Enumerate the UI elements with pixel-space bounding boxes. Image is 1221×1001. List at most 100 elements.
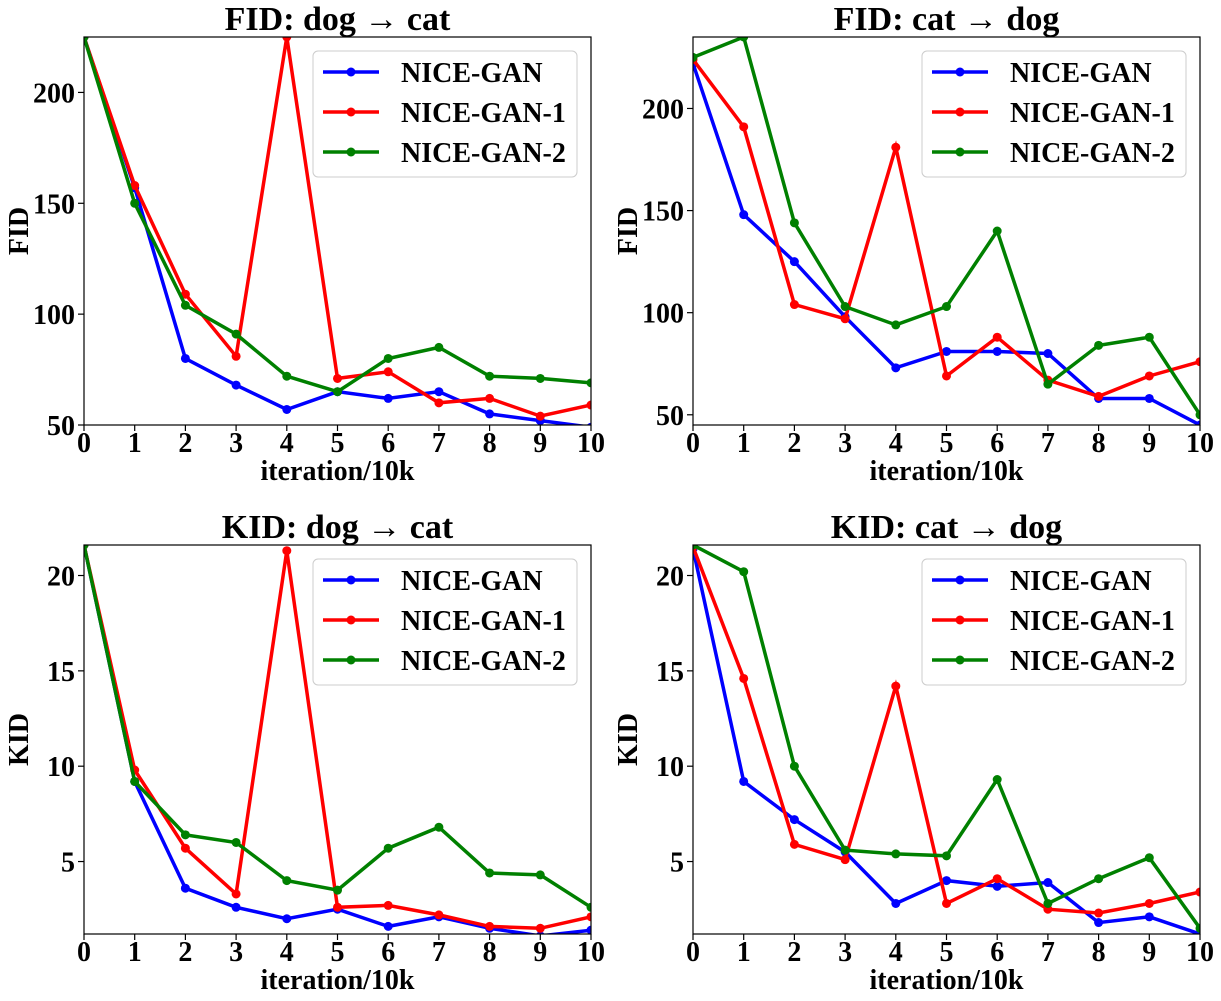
x-tick-label: 6 xyxy=(990,428,1004,459)
y-tick-label: 50 xyxy=(47,411,75,442)
y-tick-label: 10 xyxy=(656,752,684,783)
x-tick-label: 10 xyxy=(577,937,605,968)
data-point-nice-gan-1 xyxy=(180,289,190,299)
data-point-nice-gan-1 xyxy=(282,37,292,42)
legend-marker-nice-gan xyxy=(955,575,965,585)
chart-legend: NICE-GAN NICE-GAN-1 NICE-GAN-2 xyxy=(921,50,1187,178)
data-point-nice-gan-1 xyxy=(434,910,444,920)
legend-label-nice-gan-2: NICE-GAN-2 xyxy=(1010,646,1175,677)
legend-marker-nice-gan-1 xyxy=(346,615,356,625)
data-point-nice-gan-2 xyxy=(535,373,545,383)
x-tick-label: 7 xyxy=(432,937,446,968)
y-tick-label: 5 xyxy=(61,848,75,879)
x-tick-label: 8 xyxy=(1092,937,1106,968)
x-tick-label: 3 xyxy=(229,937,243,968)
legend-marker-nice-gan-1 xyxy=(955,615,965,625)
data-point-nice-gan xyxy=(180,353,190,363)
data-point-nice-gan xyxy=(1043,878,1053,888)
x-tick-label: 2 xyxy=(787,428,801,459)
chart-title: KID: cat → dog xyxy=(831,509,1062,546)
y-tick-label: 150 xyxy=(33,189,75,220)
data-point-nice-gan-2 xyxy=(1195,923,1200,933)
data-point-nice-gan-2 xyxy=(434,342,444,352)
data-point-nice-gan-1 xyxy=(992,332,1002,342)
data-point-nice-gan-2 xyxy=(130,776,140,786)
data-point-nice-gan-2 xyxy=(891,849,901,859)
data-point-nice-gan-2 xyxy=(992,226,1002,236)
legend-label-nice-gan: NICE-GAN xyxy=(1010,58,1152,89)
data-point-nice-gan-2 xyxy=(1144,853,1154,863)
data-point-nice-gan xyxy=(992,881,1002,891)
data-point-nice-gan-2 xyxy=(383,843,393,853)
data-point-nice-gan-1 xyxy=(535,411,545,421)
data-point-nice-gan-1 xyxy=(891,142,901,152)
x-tick-label: 4 xyxy=(280,937,294,968)
data-point-nice-gan-1 xyxy=(789,300,799,310)
x-tick-label: 1 xyxy=(128,428,142,459)
legend-label-nice-gan: NICE-GAN xyxy=(401,58,543,89)
x-tick-label: 1 xyxy=(737,428,751,459)
data-point-nice-gan-2 xyxy=(282,876,292,886)
data-point-nice-gan-1 xyxy=(992,874,1002,884)
data-point-nice-gan-1 xyxy=(1094,908,1104,918)
y-axis-label: KID xyxy=(613,713,644,766)
data-point-nice-gan-1 xyxy=(333,902,342,912)
data-point-nice-gan-2 xyxy=(840,302,850,312)
y-tick-label: 50 xyxy=(656,401,684,432)
legend-marker-nice-gan-2 xyxy=(346,147,356,157)
data-point-nice-gan-1 xyxy=(586,400,591,410)
y-tick-label: 20 xyxy=(47,562,75,593)
legend-marker-nice-gan-1 xyxy=(346,107,356,117)
data-point-nice-gan-1 xyxy=(434,398,444,408)
data-point-nice-gan-2 xyxy=(789,761,799,771)
x-tick-label: 9 xyxy=(533,428,547,459)
x-tick-label: 7 xyxy=(1041,428,1055,459)
data-point-nice-gan-2 xyxy=(231,837,241,847)
data-point-nice-gan-1 xyxy=(130,181,140,191)
data-point-nice-gan xyxy=(282,914,292,924)
data-point-nice-gan-2 xyxy=(333,885,342,895)
plot-area xyxy=(84,37,591,425)
data-point-nice-gan xyxy=(992,346,1002,356)
x-tick-label: 10 xyxy=(1186,428,1214,459)
legend-label-nice-gan-2: NICE-GAN-2 xyxy=(1010,138,1175,169)
x-tick-label: 6 xyxy=(381,937,395,968)
data-point-nice-gan xyxy=(282,404,292,414)
x-tick-label: 4 xyxy=(889,428,903,459)
data-point-nice-gan xyxy=(1043,349,1053,359)
data-point-nice-gan xyxy=(1144,393,1154,403)
chart-panel-kid-cat-dog: KID: cat → dog iteration/10k KID 0 1 2 3 4 5 6… xyxy=(613,509,1214,996)
legend-label-nice-gan-2: NICE-GAN-2 xyxy=(401,138,566,169)
legend-marker-nice-gan-2 xyxy=(955,147,965,157)
data-point-nice-gan xyxy=(942,346,951,356)
chart-panel-kid-dog-cat: KID: dog → cat iteration/10k KID 0 1 2 3 4 5 6… xyxy=(4,509,605,996)
legend-marker-nice-gan-1 xyxy=(955,107,965,117)
chart-legend: NICE-GAN NICE-GAN-1 NICE-GAN-2 xyxy=(921,558,1187,686)
x-tick-label: 9 xyxy=(1142,937,1156,968)
x-tick-label: 8 xyxy=(483,937,497,968)
data-point-nice-gan-2 xyxy=(485,371,495,381)
y-tick-label: 200 xyxy=(642,94,684,125)
data-point-nice-gan xyxy=(383,921,393,931)
x-tick-label: 9 xyxy=(1142,428,1156,459)
legend-marker-nice-gan-2 xyxy=(955,655,965,665)
data-point-nice-gan-2 xyxy=(231,329,241,339)
legend-marker-nice-gan xyxy=(346,67,356,77)
data-point-nice-gan-1 xyxy=(942,898,951,908)
chart-legend: NICE-GAN NICE-GAN-1 NICE-GAN-2 xyxy=(312,558,578,686)
data-point-nice-gan-2 xyxy=(130,198,140,208)
x-axis-label: iteration/10k xyxy=(261,456,415,487)
data-point-nice-gan xyxy=(739,776,749,786)
y-tick-label: 100 xyxy=(33,300,75,331)
data-point-nice-gan xyxy=(231,902,241,912)
data-point-nice-gan-1 xyxy=(1144,898,1154,908)
legend-frame xyxy=(921,50,1187,178)
data-point-nice-gan xyxy=(180,883,190,893)
chart-title: FID: dog → cat xyxy=(225,1,451,38)
data-point-nice-gan-2 xyxy=(282,371,292,381)
legend-frame xyxy=(921,558,1187,686)
x-tick-label: 5 xyxy=(331,428,345,459)
legend-label-nice-gan-1: NICE-GAN-1 xyxy=(1010,606,1175,637)
x-tick-label: 5 xyxy=(940,428,954,459)
